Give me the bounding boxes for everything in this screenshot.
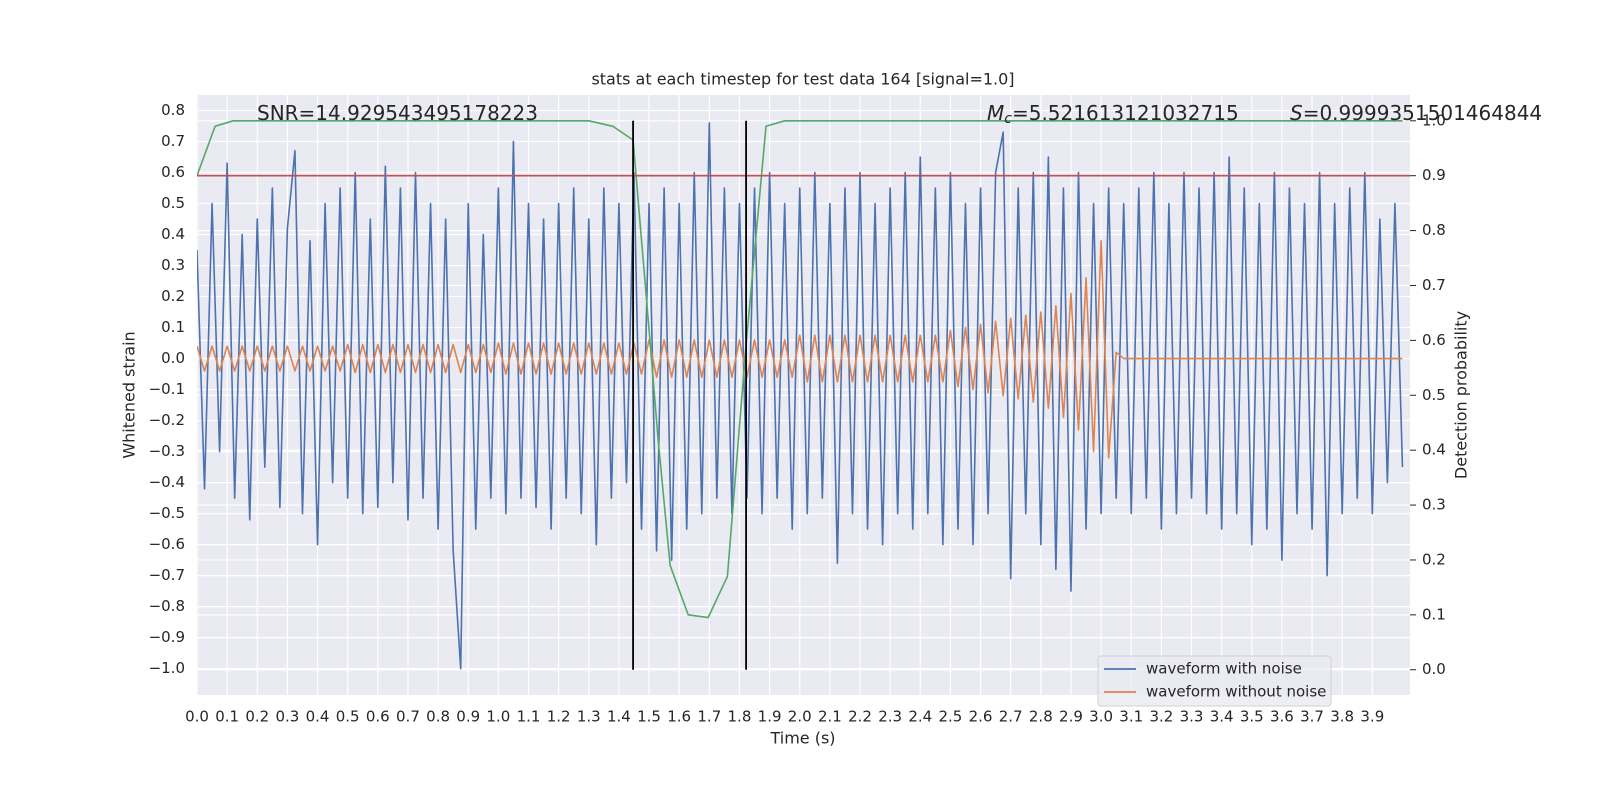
y-tick-label: −0.6	[149, 535, 185, 553]
x-tick-label: 0.1	[215, 708, 239, 726]
x-tick-label: 2.3	[878, 708, 902, 726]
x-tick-label: 0.4	[306, 708, 330, 726]
legend: waveform with noise waveform without nois…	[1097, 655, 1332, 707]
y2-axis-label: Detection probability	[1452, 311, 1471, 479]
y-tick-label: 0.4	[161, 225, 185, 243]
x-tick-label: 0.5	[336, 708, 360, 726]
y2-tick-label: 0.4	[1422, 441, 1446, 459]
x-tick-label: 1.9	[758, 708, 782, 726]
y-tick-label: 0.0	[161, 349, 185, 367]
x-tick-label: 0.9	[456, 708, 480, 726]
x-tick-label: 2.4	[908, 708, 932, 726]
x-tick-label: 0.8	[426, 708, 450, 726]
y-tick-label: 0.7	[161, 132, 185, 150]
x-tick-label: 1.0	[486, 708, 510, 726]
x-tick-label: 1.3	[577, 708, 601, 726]
x-tick-label: 2.2	[848, 708, 872, 726]
x-tick-label: 2.1	[818, 708, 842, 726]
y-tick-label: 0.5	[161, 194, 185, 212]
x-tick-label: 0.0	[185, 708, 209, 726]
y-tick-label: 0.1	[161, 318, 185, 336]
y2-tick-label: 0.7	[1422, 276, 1446, 294]
y-tick-label: −0.1	[149, 380, 185, 398]
series-line	[197, 120, 1403, 619]
x-tick-label: 2.9	[1059, 708, 1083, 726]
y-tick-label: 0.2	[161, 287, 185, 305]
series-line	[197, 239, 1403, 459]
x-tick-label: 0.3	[275, 708, 299, 726]
y-tick-label: −0.9	[149, 628, 185, 646]
x-tick-label: 2.0	[788, 708, 812, 726]
y-tick-label: −0.3	[149, 442, 185, 460]
x-tick-label: 2.7	[999, 708, 1023, 726]
y-tick-label: −0.5	[149, 504, 185, 522]
x-tick-label: 0.6	[366, 708, 390, 726]
x-tick-label: 3.8	[1330, 708, 1354, 726]
y2-tick-label: 0.3	[1422, 496, 1446, 514]
y-axis-label: Whitened strain	[120, 331, 139, 458]
y-tick-label: 0.6	[161, 163, 185, 181]
x-tick-label: 1.7	[697, 708, 721, 726]
series-line	[197, 122, 1404, 670]
legend-box	[1097, 655, 1332, 707]
y2-tick-label: 0.8	[1422, 221, 1446, 239]
x-tick-label: 0.7	[396, 708, 420, 726]
x-tick-label: 3.7	[1300, 708, 1324, 726]
x-tick-label: 2.5	[938, 708, 962, 726]
chart-title: stats at each timestep for test data 164…	[591, 70, 1014, 89]
x-tick-label: 3.6	[1270, 708, 1294, 726]
annotation-part: =0.9999351501464844	[1303, 101, 1542, 125]
y-tick-label: −0.2	[149, 411, 185, 429]
y2-tick-label: 0.6	[1422, 331, 1446, 349]
y2-tick-label: 0.5	[1422, 386, 1446, 404]
x-tick-label: 3.0	[1089, 708, 1113, 726]
x-axis-label: Time (s)	[769, 729, 835, 748]
y-tick-label: −0.8	[149, 597, 185, 615]
x-tick-label: 1.5	[637, 708, 661, 726]
y2-tick-label: 1.0	[1422, 111, 1446, 129]
y-tick-label: −1.0	[149, 659, 185, 677]
annotation-part: c	[1004, 111, 1012, 127]
y-tick-label: 0.3	[161, 256, 185, 274]
x-tick-label: 3.3	[1180, 708, 1204, 726]
x-tick-label: 1.4	[607, 708, 631, 726]
y-tick-label: −0.7	[149, 566, 185, 584]
legend-label: waveform with noise	[1146, 660, 1302, 678]
x-tick-label: 2.6	[969, 708, 993, 726]
x-tick-label: 0.2	[245, 708, 269, 726]
y2-tick-label: 0.0	[1422, 660, 1446, 678]
annotation-part: SNR=14.929543495178223	[257, 101, 538, 125]
x-tick-label: 1.2	[547, 708, 571, 726]
x-tick-label: 3.4	[1210, 708, 1234, 726]
annotation: S=0.9999351501464844	[1290, 101, 1542, 125]
x-tick-label: 2.8	[1029, 708, 1053, 726]
annotation: SNR=14.929543495178223	[257, 101, 538, 125]
y2-tick-label: 0.9	[1422, 166, 1446, 184]
annotation-part: S	[1290, 101, 1303, 125]
y-tick-label: −0.4	[149, 473, 185, 491]
x-tick-label: 3.2	[1149, 708, 1173, 726]
legend-label: waveform without noise	[1146, 683, 1326, 701]
x-tick-label: 1.6	[667, 708, 691, 726]
annotation-part: M	[987, 101, 1004, 125]
y2-tick-label: 0.1	[1422, 605, 1446, 623]
x-tick-label: 3.9	[1360, 708, 1384, 726]
y2-tick-label: 0.2	[1422, 550, 1446, 568]
x-tick-label: 1.1	[517, 708, 541, 726]
annotation-part: =5.521613121032715	[1012, 101, 1239, 125]
x-tick-label: 3.5	[1240, 708, 1264, 726]
x-tick-label: 3.1	[1119, 708, 1143, 726]
annotation: Mc=5.521613121032715	[987, 101, 1239, 128]
y-tick-label: 0.8	[161, 101, 185, 119]
x-tick-label: 1.8	[728, 708, 752, 726]
